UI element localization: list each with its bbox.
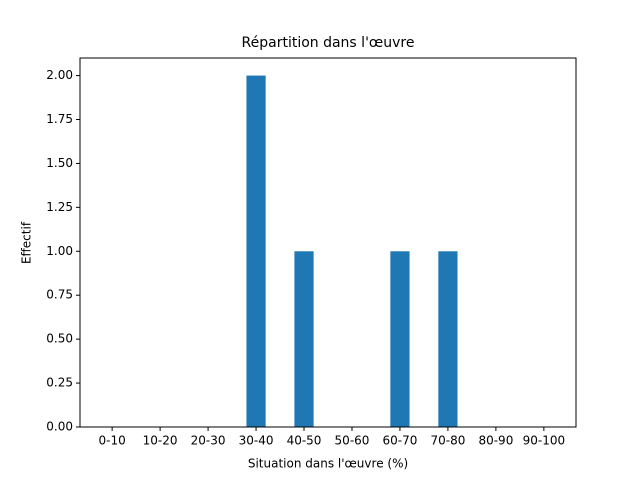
y-tick-label: 1.50 xyxy=(46,156,73,170)
x-tick-label: 40-50 xyxy=(287,434,322,448)
y-tick-label: 0.75 xyxy=(46,288,73,302)
bar xyxy=(246,75,266,428)
bar xyxy=(294,251,314,427)
bar xyxy=(390,251,410,427)
x-tick-label: 60-70 xyxy=(383,434,418,448)
x-axis-label: Situation dans l'œuvre (%) xyxy=(248,457,408,471)
x-tick-label: 10-20 xyxy=(143,434,178,448)
x-tick-label: 30-40 xyxy=(239,434,274,448)
y-tick-label: 0.25 xyxy=(46,376,73,390)
x-tick-label: 50-60 xyxy=(335,434,370,448)
x-tick-label: 90-100 xyxy=(523,434,566,448)
x-tick-label: 0-10 xyxy=(99,434,126,448)
x-tick-label: 80-90 xyxy=(478,434,513,448)
y-tick-label: 1.25 xyxy=(46,200,73,214)
chart-title: Répartition dans l'œuvre xyxy=(242,35,415,51)
bar xyxy=(438,251,458,427)
plot-frame xyxy=(79,57,577,428)
x-tick-label: 70-80 xyxy=(430,434,465,448)
y-axis-label: Effectif xyxy=(20,221,34,264)
x-tick-label: 20-30 xyxy=(191,434,226,448)
y-tick-label: 1.00 xyxy=(46,244,73,258)
y-tick-label: 2.00 xyxy=(46,68,73,82)
y-tick-label: 1.75 xyxy=(46,112,73,126)
y-tick-label: 0.50 xyxy=(46,332,73,346)
y-tick-label: 0.00 xyxy=(46,420,73,434)
